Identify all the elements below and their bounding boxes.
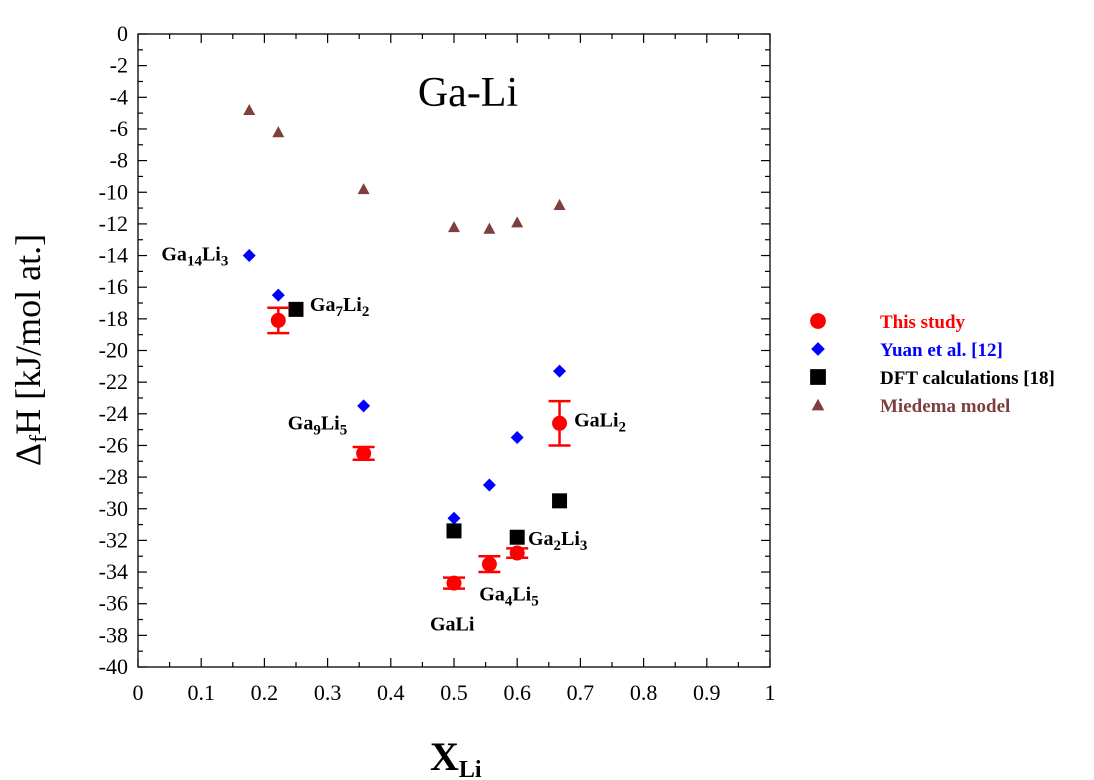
legend-marker	[811, 342, 825, 356]
x-tick-label: 0.6	[503, 680, 531, 705]
x-tick-label: 0.2	[251, 680, 279, 705]
y-tick-label: -18	[99, 306, 128, 331]
data-point	[509, 529, 525, 545]
legend: This study Yuan et al. [12] DFT calculatio…	[810, 312, 1055, 417]
y-tick-label: -20	[99, 338, 128, 363]
compound-label: GaLi	[430, 614, 475, 636]
chart-title: Ga-Li	[418, 70, 518, 116]
y-tick-label: -38	[99, 622, 128, 647]
y-tick-label: -26	[99, 432, 128, 457]
compound-label: Ga7Li2	[310, 294, 369, 320]
compound-label: Ga14Li3	[161, 243, 228, 269]
data-point	[272, 126, 285, 138]
x-tick-label: 0.5	[440, 680, 468, 705]
y-tick-label: -10	[99, 179, 128, 204]
data-point	[482, 478, 496, 492]
data-point	[552, 415, 568, 431]
data-point	[288, 301, 304, 317]
y-tick-label: -12	[99, 211, 128, 236]
y-tick-label: -22	[99, 369, 128, 394]
data-point	[511, 216, 524, 228]
x-tick-label: 0.3	[314, 680, 342, 705]
x-tick-label: 0.7	[567, 680, 595, 705]
plot-axes	[137, 33, 771, 668]
x-tick-label: 0.4	[377, 680, 405, 705]
data-point	[357, 399, 371, 413]
x-tick-label: 1	[765, 680, 776, 705]
data-point	[242, 249, 256, 263]
legend-marker	[810, 369, 826, 385]
y-tick-label: -32	[99, 527, 128, 552]
y-tick-label: -30	[99, 496, 128, 521]
data-point	[552, 493, 568, 509]
y-tick-label: -24	[99, 401, 128, 426]
legend-label: DFT calculations [18]	[880, 368, 1055, 389]
data-point	[483, 222, 496, 234]
legend-label: Yuan et al. [12]	[880, 340, 1003, 361]
y-tick-label: -8	[110, 148, 128, 173]
legend-marker	[811, 398, 825, 411]
legend-label: This study	[880, 312, 966, 333]
x-tick-label: 0.9	[693, 680, 721, 705]
compound-label: Ga2Li3	[528, 528, 587, 554]
y-tick-label: -2	[110, 53, 128, 78]
y-tick-label: -28	[99, 464, 128, 489]
y-tick-label: -4	[110, 84, 128, 109]
data-point	[271, 288, 285, 302]
compound-label: GaLi2	[574, 409, 626, 435]
data-point	[447, 511, 461, 525]
y-tick-label: -36	[99, 591, 128, 616]
x-tick-labels: 0 0.1 0.2 0.3 0.4 0.5 0.6 0.7 0.8 0.9 1	[133, 680, 776, 705]
data-point	[553, 364, 567, 378]
legend-label: Miedema model	[880, 396, 1010, 417]
x-tick-label: 0	[133, 680, 144, 705]
data-point	[357, 183, 370, 195]
data-marks	[242, 103, 571, 591]
y-tick-label: -34	[99, 559, 128, 584]
compound-label: Ga4Li5	[479, 584, 538, 610]
data-point	[448, 221, 460, 233]
data-point	[481, 556, 497, 572]
data-point	[510, 431, 524, 445]
y-axis-label: ΔfH [kJ/mol at.]	[8, 234, 52, 466]
y-tick-label: -14	[99, 243, 128, 268]
legend-marker	[810, 313, 826, 329]
data-point	[509, 545, 525, 561]
plot-frame	[137, 33, 771, 668]
y-tick-label: -6	[110, 116, 128, 141]
data-point	[270, 312, 286, 328]
data-point	[356, 445, 372, 461]
x-axis-label: XLi	[430, 734, 482, 780]
x-tick-label: 0.1	[187, 680, 215, 705]
data-point	[446, 575, 462, 591]
y-tick-label: -16	[99, 274, 128, 299]
y-tick-labels: 0 -2 -4 -6 -8 -10 -12 -14 -16 -18 -20 -22 -24 -26 -28 -…	[99, 21, 128, 679]
y-tick-label: -40	[99, 654, 128, 679]
data-point	[553, 198, 566, 211]
y-tick-label: 0	[117, 21, 128, 46]
compound-label: Ga9Li5	[288, 413, 347, 439]
x-tick-label: 0.8	[630, 680, 658, 705]
data-point	[446, 523, 462, 539]
data-point	[243, 103, 256, 116]
